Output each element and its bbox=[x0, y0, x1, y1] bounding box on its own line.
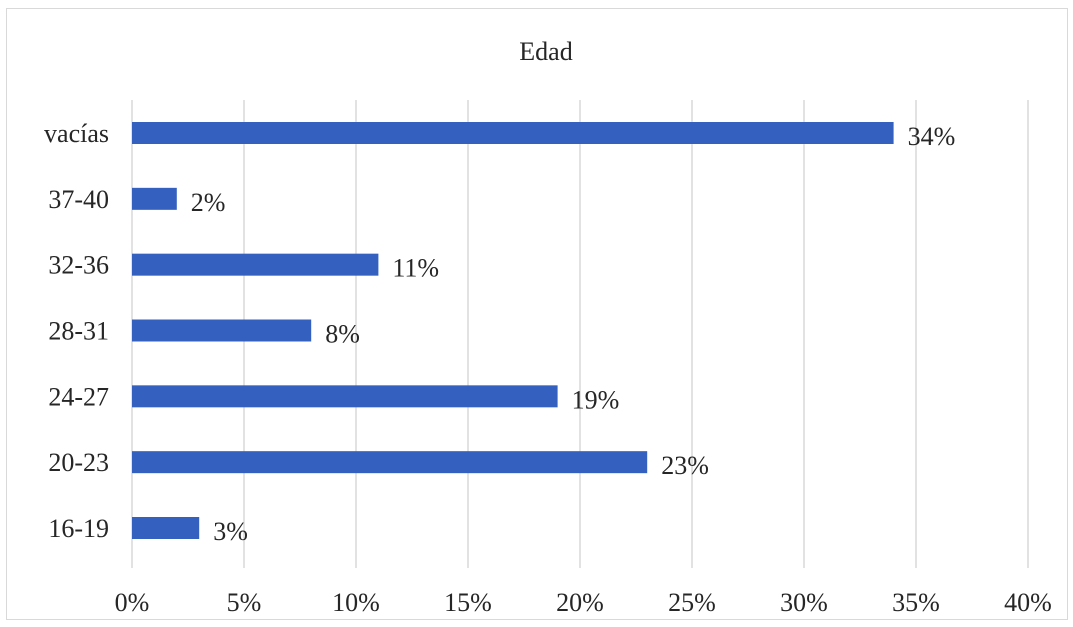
bar bbox=[132, 517, 200, 539]
category-label: 16-19 bbox=[48, 514, 109, 543]
bar bbox=[132, 385, 558, 408]
x-tick-label: 5% bbox=[227, 588, 262, 617]
x-tick-label: 35% bbox=[892, 588, 940, 617]
data-label: 2% bbox=[191, 188, 226, 217]
category-label: vacías bbox=[44, 119, 109, 148]
x-tick-label: 30% bbox=[780, 588, 828, 617]
category-axis-labels: vacías 37-40 32-36 28-31 24-27 20-23 16-19 bbox=[44, 119, 109, 543]
data-label: 19% bbox=[572, 385, 620, 414]
x-tick-label: 20% bbox=[556, 588, 604, 617]
bar bbox=[132, 451, 648, 474]
data-label: 8% bbox=[325, 320, 360, 349]
category-label: 28-31 bbox=[48, 317, 109, 346]
bar bbox=[132, 122, 894, 144]
x-tick-label: 15% bbox=[444, 588, 492, 617]
bar bbox=[132, 253, 379, 276]
bar bbox=[132, 187, 177, 210]
bar bbox=[132, 319, 312, 342]
data-label: 34% bbox=[908, 122, 956, 151]
bars bbox=[132, 122, 894, 539]
x-tick-label: 25% bbox=[668, 588, 716, 617]
value-axis-labels: 0% 5% 10% 15% 20% 25% 30% 35% 40% bbox=[115, 588, 1052, 617]
category-label: 20-23 bbox=[48, 448, 109, 477]
category-label: 24-27 bbox=[48, 382, 109, 411]
x-tick-label: 0% bbox=[115, 588, 150, 617]
x-tick-label: 40% bbox=[1004, 588, 1052, 617]
x-tick-label: 10% bbox=[332, 588, 380, 617]
category-label: 32-36 bbox=[48, 251, 109, 280]
category-label: 37-40 bbox=[48, 185, 109, 214]
data-label: 11% bbox=[392, 254, 439, 283]
gridlines bbox=[131, 100, 1029, 568]
data-label: 3% bbox=[213, 517, 248, 546]
data-labels: 34% 2% 11% 8% 19% 23% 3% bbox=[191, 122, 955, 546]
chart-title: Edad bbox=[519, 37, 572, 66]
data-label: 23% bbox=[661, 451, 709, 480]
